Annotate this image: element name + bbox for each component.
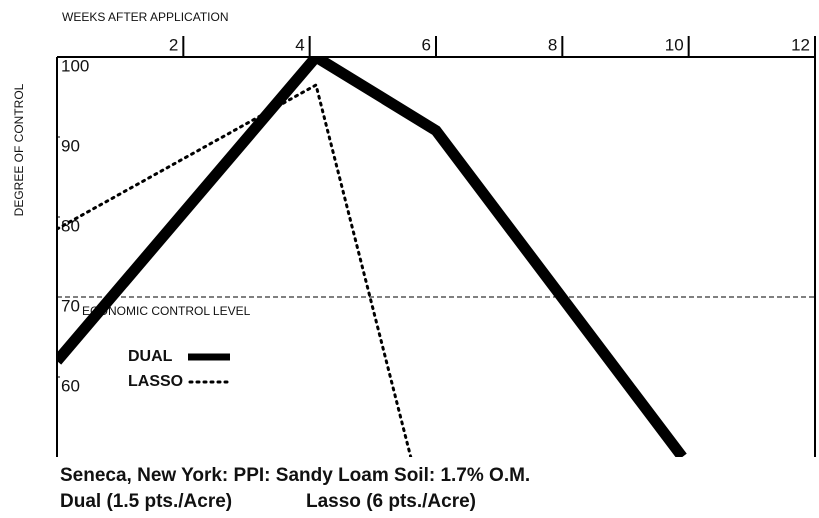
x-tick-label: 10 [665, 35, 684, 54]
y-tick-label: 60 [61, 376, 80, 395]
caption: Dual (1.5 pts./Acre) [60, 491, 232, 512]
legend-label: DUAL [128, 348, 173, 365]
caption: Lasso (6 pts./Acre) [306, 491, 476, 512]
x-tick-label: 6 [422, 35, 431, 54]
line [57, 82, 413, 457]
y-tick-label: 80 [61, 216, 80, 235]
x-axis-label: WEEKS AFTER APPLICATION [62, 10, 228, 24]
y-tick-label: 70 [61, 296, 80, 315]
caption: Seneca, New York: PPI: Sandy Loam Soil: … [60, 465, 530, 486]
y-axis-label: DEGREE OF CONTROL [12, 83, 26, 216]
line [57, 57, 687, 457]
x-tick-label: 2 [169, 35, 178, 54]
x-tick-label: 4 [295, 35, 304, 54]
y-tick-label: 90 [61, 136, 80, 155]
x-tick-label: 12 [791, 35, 810, 54]
x-tick-label: 8 [548, 35, 557, 54]
legend-label: LASSO [128, 373, 183, 390]
y-tick-label: 100 [61, 56, 89, 75]
reference-label: ECONOMIC CONTROL LEVEL [82, 304, 251, 318]
